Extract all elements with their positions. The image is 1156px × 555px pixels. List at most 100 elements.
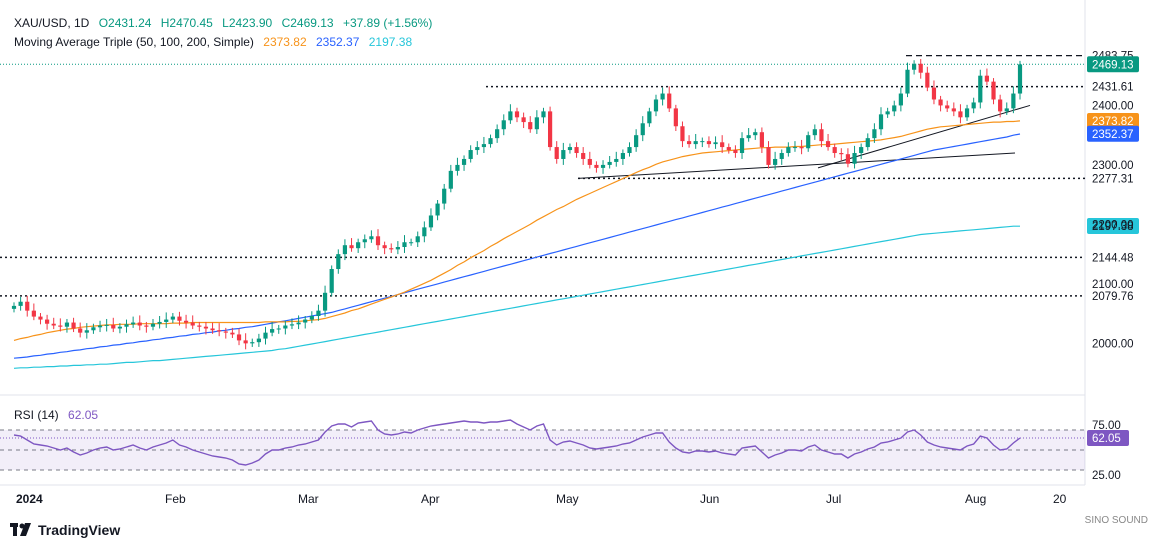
candle-body [925, 72, 930, 88]
candle-body [640, 123, 645, 136]
rsi-header: RSI (14) 62.05 [14, 408, 104, 422]
time-axis-label: Aug [965, 492, 986, 506]
price-tick-label: 2200.00 [1092, 219, 1134, 231]
ma50-value: 2373.82 [263, 35, 307, 49]
candle-body [733, 150, 738, 154]
candle-body [726, 147, 731, 151]
candle-body [713, 142, 718, 145]
candle-body [766, 147, 771, 165]
candle-body [600, 164, 606, 168]
price-tick-label: 2100.00 [1092, 279, 1134, 291]
low-value: L2423.90 [222, 16, 273, 30]
time-axis-label: Mar [298, 492, 319, 506]
candle-body [329, 269, 334, 293]
price-axis-label: 2079.76 [1092, 291, 1134, 303]
sino-sound-watermark: SINO SOUND [1085, 515, 1148, 526]
candle-body [58, 325, 63, 327]
candle-body [177, 316, 182, 321]
candle-body [38, 316, 43, 320]
candle-body [203, 326, 209, 329]
candle-body [534, 117, 539, 130]
candle-body [938, 99, 943, 106]
price-axis-label: 2197.38 [1092, 221, 1134, 233]
close-value: C2469.13 [281, 16, 334, 30]
candle-body [812, 129, 817, 136]
candle-body [779, 153, 784, 159]
candle-body [31, 310, 36, 317]
price-tick-label: 2000.00 [1092, 338, 1134, 350]
candle-body [84, 330, 89, 333]
watermark-text: SINO SOUND [1084, 515, 1148, 526]
candle-body [349, 245, 354, 249]
candle-body [382, 245, 387, 249]
candle-body [521, 117, 526, 123]
candle-body [567, 147, 573, 151]
candle-body [859, 147, 864, 154]
candle-body [700, 141, 705, 143]
candle-body [104, 324, 109, 326]
ma200-line [13, 225, 1020, 369]
candle-body [342, 245, 348, 255]
high-value: H2470.45 [160, 16, 213, 30]
time-axis-label: Jul [826, 492, 841, 506]
candle-body [137, 322, 142, 326]
candle-body [475, 147, 480, 151]
candle-body [561, 150, 566, 159]
candle-body [951, 108, 956, 112]
candle-body [786, 147, 791, 154]
candle-body [428, 215, 434, 228]
candle-body [845, 154, 851, 164]
price-axis-label: 2400.00 [1092, 100, 1134, 112]
candle-body [964, 108, 970, 118]
lower-trendline [577, 152, 1016, 179]
rsi-tag-label: 62.05 [1092, 433, 1121, 445]
candle-body [270, 329, 275, 333]
candle-body [892, 105, 897, 112]
tradingview-logo[interactable]: TradingView [10, 522, 120, 538]
rsi-value: 62.05 [68, 408, 99, 422]
candle-body [336, 254, 341, 270]
candle-body [660, 93, 665, 100]
candle-body [581, 153, 586, 159]
candle-body [395, 247, 400, 250]
candle-body [455, 164, 460, 171]
candle-body [978, 75, 983, 103]
price-axis-label: 2277.31 [1092, 173, 1134, 185]
candle-body [78, 328, 83, 333]
rsi-title: RSI (14) [14, 408, 59, 422]
candle-body [170, 316, 175, 320]
candle-body [263, 332, 268, 339]
time-axis-label: Apr [421, 492, 440, 506]
price-tag-bg [1087, 217, 1139, 234]
candle-body [825, 141, 831, 148]
time-axis-label: Feb [165, 492, 186, 506]
candle-body [554, 147, 559, 159]
candle-body [667, 93, 672, 109]
candle-body [587, 158, 592, 165]
candle-body [124, 324, 129, 327]
candle-body [389, 248, 394, 250]
candle-body [971, 102, 976, 109]
candle-body [91, 327, 96, 331]
price-axis-label: 2373.82 [1092, 116, 1134, 128]
candle-body [574, 147, 579, 154]
candle-body [276, 328, 281, 330]
candle-body [461, 158, 467, 165]
candle-body [653, 99, 659, 112]
candle-body [402, 242, 407, 247]
tradingview-logo-icon [10, 523, 31, 536]
candle-body [998, 99, 1003, 112]
candle-body [931, 87, 937, 100]
tradingview-brand: TradingView [38, 522, 121, 538]
candle-body [680, 126, 685, 142]
candle-body [620, 153, 625, 159]
candle-body [885, 111, 890, 115]
candle-body [514, 111, 520, 118]
candle-body [236, 334, 242, 341]
candle-body [773, 158, 778, 165]
candle-body [865, 138, 870, 148]
candle-body [322, 292, 328, 311]
candle-body [197, 325, 202, 327]
candle-body [945, 105, 950, 109]
